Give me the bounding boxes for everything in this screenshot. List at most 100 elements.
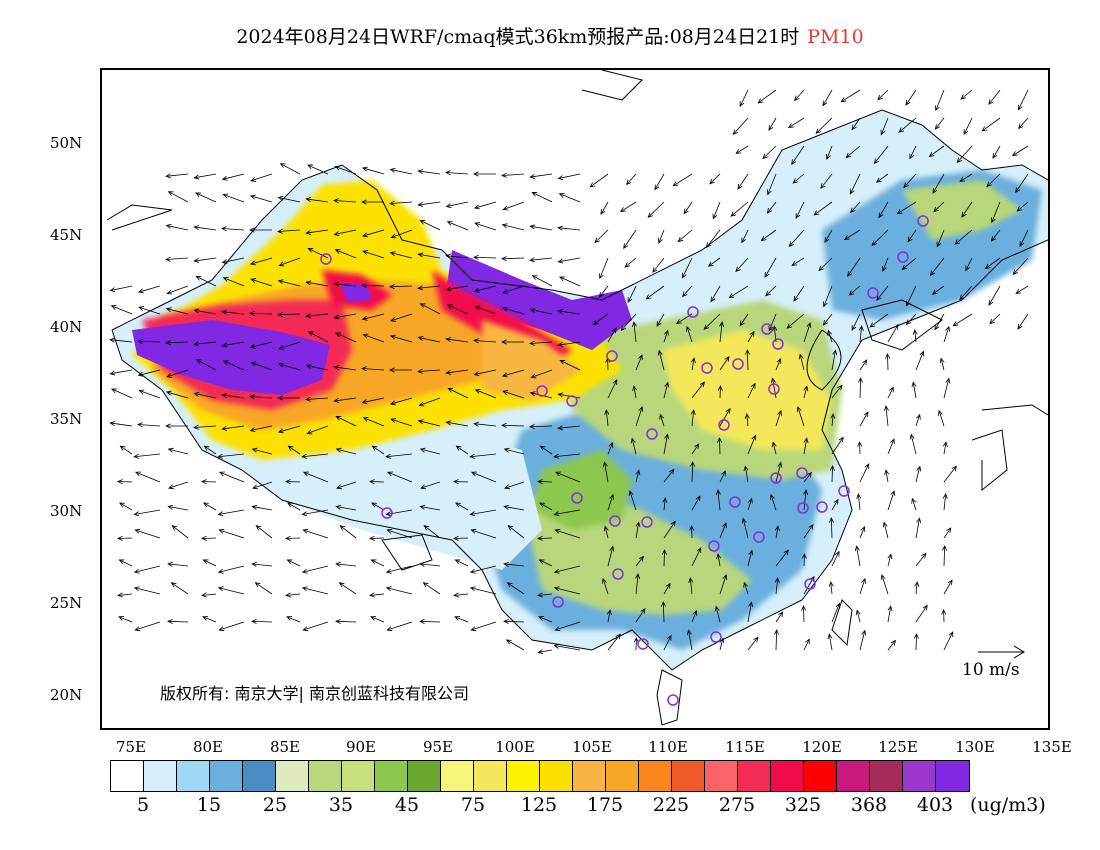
wind-arrow <box>827 329 833 343</box>
wind-arrow <box>338 582 357 595</box>
wind-arrow <box>732 117 749 136</box>
wind-arrow <box>168 481 189 490</box>
wind-arrow <box>218 528 245 539</box>
wind-arrow <box>887 639 896 651</box>
wind-arrow <box>688 577 694 595</box>
wind-arrow <box>219 471 245 483</box>
wind-arrow <box>537 649 553 655</box>
lat-label: 20N <box>50 686 83 704</box>
title-main: 2024年08月24日WRF/cmaq模式36km预报产品:08月24日21时 <box>236 26 800 48</box>
wind-arrow <box>133 565 161 574</box>
wind-arrow <box>137 338 161 344</box>
wind-arrow <box>743 581 749 595</box>
wind-arrow <box>707 257 721 267</box>
wind-arrow <box>942 441 948 455</box>
wind-arrow <box>652 257 665 273</box>
station-marker <box>646 428 658 440</box>
wind-arrow <box>658 229 665 244</box>
station-marker <box>701 362 713 374</box>
wind-arrow <box>705 229 721 249</box>
wind-arrow <box>628 490 637 511</box>
wind-arrow <box>473 285 497 293</box>
wind-arrow <box>682 285 693 298</box>
wind-arrow <box>857 441 863 455</box>
wind-arrow <box>222 193 245 203</box>
wind-arrow <box>775 611 784 623</box>
wind-arrow <box>774 525 780 539</box>
wind-arrow <box>277 312 301 318</box>
wind-arrow <box>554 528 581 539</box>
wind-arrow <box>600 201 609 215</box>
wind-arrow <box>445 420 469 427</box>
wind-arrow <box>803 385 809 399</box>
wind-arrow <box>933 201 945 213</box>
wind-arrow <box>906 313 917 326</box>
wind-arrow <box>333 198 357 204</box>
wind-arrow <box>419 447 441 455</box>
wind-arrow <box>854 545 861 567</box>
wind-arrow <box>474 222 497 231</box>
wind-arrow <box>730 201 749 217</box>
wind-arrow <box>470 621 497 632</box>
wind-arrow <box>747 497 753 511</box>
wind-arrow <box>557 257 581 264</box>
wind-arrow <box>389 200 413 206</box>
wind-arrow <box>279 163 301 175</box>
legend-label: 275 <box>718 794 756 816</box>
wind-arrow <box>719 522 727 539</box>
wind-arrow <box>166 285 189 295</box>
wind-arrow <box>287 445 301 455</box>
wind-arrow <box>362 250 385 259</box>
lon-label: 85E <box>269 738 301 756</box>
wind-arrow <box>942 493 948 511</box>
wind-arrow <box>505 639 525 651</box>
wind-arrow <box>943 631 954 651</box>
wind-arrow <box>770 493 777 511</box>
wind-arrow <box>501 369 525 378</box>
wind-arrow <box>663 582 671 595</box>
lon-label: 110E <box>648 738 688 756</box>
wind-arrow <box>876 285 889 301</box>
wind-arrow <box>502 390 525 399</box>
wind-arrow <box>201 592 217 598</box>
station-marker <box>708 540 720 552</box>
wind-arrow <box>905 89 917 106</box>
station-markers <box>320 215 929 706</box>
wind-arrow <box>557 309 581 315</box>
wind-arrow <box>371 502 385 511</box>
wind-arrow <box>419 618 441 624</box>
wind-arrow <box>335 332 357 343</box>
wind-arrow <box>657 349 665 371</box>
wind-arrow <box>849 173 861 195</box>
wind-arrow <box>389 251 413 259</box>
wind-arrow <box>775 549 789 567</box>
wind-arrow <box>887 605 893 623</box>
wind-arrow <box>986 173 1001 188</box>
wind-arrow <box>455 445 469 455</box>
wind-arrow <box>943 325 950 343</box>
wind-arrow <box>193 424 217 430</box>
wind-arrow <box>716 553 722 567</box>
wind-arrow <box>333 229 357 237</box>
wind-arrow <box>559 276 581 287</box>
wind-arrow <box>305 280 329 287</box>
station-marker <box>796 467 808 479</box>
wind-arrow <box>690 461 696 483</box>
wind-arrow <box>683 201 693 215</box>
legend-swatch <box>540 761 573 791</box>
legend-label: 75 <box>460 794 486 816</box>
wind-arrow <box>537 535 553 541</box>
gobi-purple <box>447 250 632 350</box>
wind-arrow <box>529 307 553 315</box>
wind-arrow <box>882 521 889 539</box>
wind-arrow <box>333 281 357 287</box>
wind-arrow <box>305 363 329 371</box>
legend-label: 403 <box>916 794 954 816</box>
wind-arrow <box>110 305 133 315</box>
wind-arrow <box>631 321 637 343</box>
wind-arrow <box>389 397 413 406</box>
wind-arrow <box>165 423 188 429</box>
wind-arrow <box>774 577 780 595</box>
wind-arrow <box>831 498 839 511</box>
wind-arrow <box>417 368 441 374</box>
